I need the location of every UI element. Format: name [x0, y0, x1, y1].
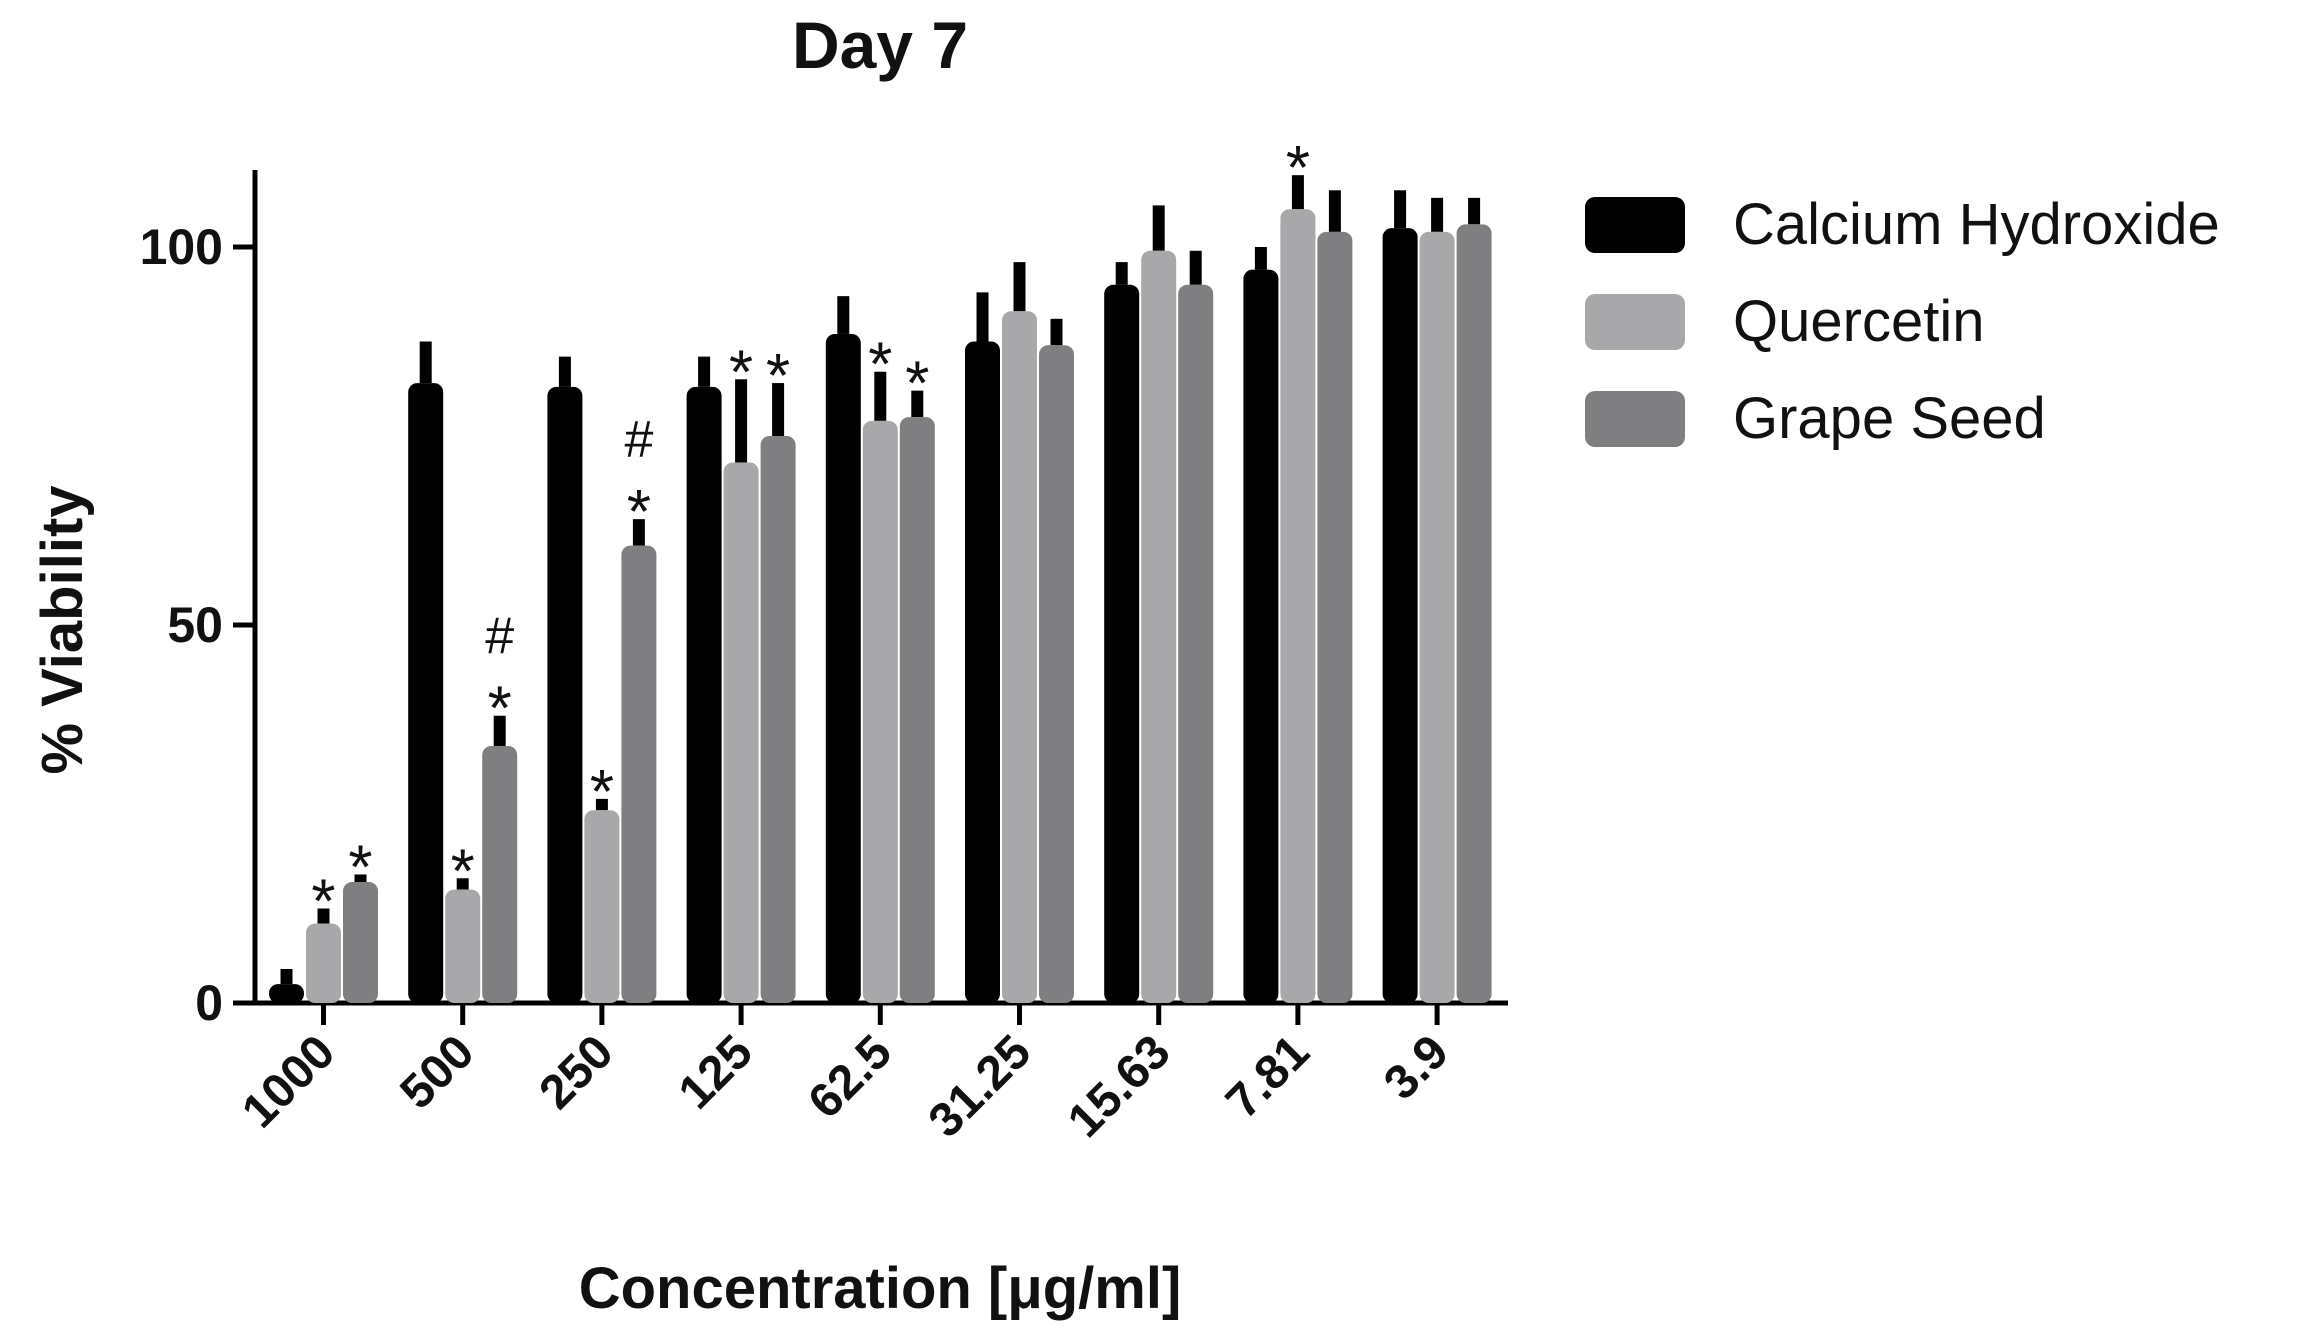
significance-marker: *	[766, 342, 790, 411]
error-bar	[1115, 262, 1128, 285]
significance-marker: *	[627, 478, 651, 547]
bar-calcium-hydroxide	[1243, 269, 1279, 1003]
error-bar	[1050, 318, 1063, 346]
error-bar	[911, 390, 924, 418]
bar-calcium-hydroxide	[825, 333, 861, 1003]
error-bar	[1291, 175, 1304, 210]
significance-marker: *	[729, 338, 753, 407]
x-tick-label: 31.25	[919, 1025, 1041, 1147]
significance-marker: *	[451, 837, 475, 906]
significance-marker: *	[488, 675, 512, 744]
significance-marker: *	[905, 350, 929, 419]
bar-quercetin	[723, 462, 759, 1004]
bar-quercetin	[1141, 250, 1177, 1003]
significance-marker: *	[868, 331, 892, 400]
error-bar	[1152, 205, 1165, 251]
bar-grape-seed	[1039, 345, 1074, 1003]
bar-grape-seed	[1456, 224, 1492, 1003]
x-tick-label: 62.5	[799, 1025, 903, 1129]
bar-calcium-hydroxide	[408, 383, 444, 1004]
y-tick-label: 0	[195, 975, 223, 1031]
bar-calcium-hydroxide	[269, 984, 304, 1003]
x-axis-title: Concentration [μg/ml]	[579, 1256, 1182, 1321]
error-bar	[698, 356, 711, 387]
error-bar	[632, 519, 645, 546]
error-bar	[317, 908, 330, 924]
error-bar	[419, 341, 432, 384]
significance-marker: #	[624, 411, 653, 469]
bar-quercetin	[584, 810, 620, 1003]
bar-calcium-hydroxide	[1104, 284, 1140, 1003]
significance-marker: #	[485, 608, 514, 666]
error-bar	[456, 878, 469, 890]
y-tick-label: 100	[140, 219, 223, 275]
plot-area: 0 50 100 1000 500 250 125 62.5 31.25 15.63 7.81 3.9…	[140, 134, 1508, 1148]
legend-swatch	[1585, 294, 1685, 350]
x-tick-label: 250	[530, 1025, 624, 1119]
bar-grape-seed	[621, 545, 657, 1003]
error-bar	[1394, 190, 1407, 229]
error-bar	[595, 798, 608, 811]
bar-calcium-hydroxide	[547, 386, 583, 1003]
x-tick-label: 3.9	[1374, 1025, 1459, 1110]
x-tick-label: 15.63	[1058, 1025, 1180, 1147]
bar-quercetin	[1002, 311, 1037, 1003]
bar-calcium-hydroxide	[1382, 228, 1418, 1004]
legend: Calcium Hydroxide Quercetin Grape Seed	[1585, 192, 2220, 451]
error-bar	[735, 379, 748, 463]
significance-marker: *	[1286, 134, 1310, 203]
x-tick-label: 1000	[232, 1025, 345, 1138]
error-bar	[493, 715, 506, 746]
error-bar	[1189, 250, 1202, 285]
legend-label: Grape Seed	[1733, 386, 2046, 451]
significance-marker: *	[590, 758, 614, 827]
x-tick-label: 500	[390, 1025, 484, 1119]
error-bar	[1254, 247, 1267, 270]
bar-grape-seed	[1317, 231, 1353, 1003]
legend-label: Calcium Hydroxide	[1733, 192, 2220, 257]
significance-marker: *	[348, 833, 372, 902]
error-bar	[874, 371, 887, 421]
y-tick-label: 50	[167, 597, 223, 653]
legend-label: Quercetin	[1733, 289, 1984, 354]
legend-swatch	[1585, 197, 1685, 253]
bar-grape-seed	[760, 436, 796, 1003]
bar-grape-seed	[899, 417, 935, 1004]
bar-grape-seed	[343, 882, 378, 1003]
y-axis-title: % Viability	[30, 485, 95, 774]
bar-quercetin	[1419, 231, 1455, 1003]
error-bar	[280, 968, 293, 985]
x-tick-label: 125	[669, 1025, 763, 1119]
error-bar	[772, 383, 785, 436]
bar-grape-seed	[482, 745, 518, 1003]
bar-calcium-hydroxide	[965, 341, 1000, 1003]
bar-quercetin	[445, 889, 481, 1003]
bar-quercetin	[862, 420, 898, 1003]
legend-swatch	[1585, 391, 1685, 447]
error-bar	[976, 292, 989, 342]
bar-quercetin	[306, 923, 341, 1003]
x-tick-label: 7.81	[1216, 1025, 1320, 1129]
chart-title: Day 7	[792, 8, 968, 82]
error-bar	[1468, 197, 1481, 225]
bar-calcium-hydroxide	[686, 386, 722, 1003]
error-bar	[558, 356, 571, 387]
bar-grape-seed	[1178, 284, 1214, 1003]
bar-quercetin	[1280, 209, 1316, 1003]
error-bar	[354, 874, 367, 883]
error-bar	[837, 296, 850, 334]
error-bar	[1013, 262, 1026, 312]
error-bar	[1431, 197, 1444, 232]
error-bar	[1328, 190, 1341, 232]
significance-marker: *	[311, 868, 335, 937]
